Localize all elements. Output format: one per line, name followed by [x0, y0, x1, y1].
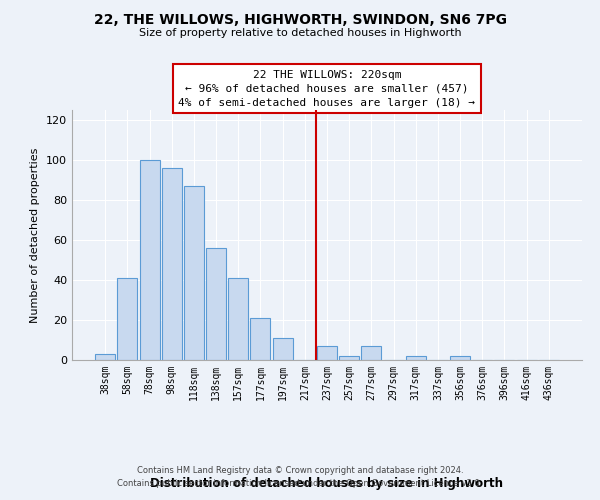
Text: Contains HM Land Registry data © Crown copyright and database right 2024.
Contai: Contains HM Land Registry data © Crown c… [118, 466, 482, 487]
Text: 22, THE WILLOWS, HIGHWORTH, SWINDON, SN6 7PG: 22, THE WILLOWS, HIGHWORTH, SWINDON, SN6… [94, 12, 506, 26]
Bar [95, 354, 115, 360]
Bar [406, 356, 426, 360]
Bar [361, 346, 382, 360]
Bar [272, 338, 293, 360]
Bar [206, 248, 226, 360]
Bar [450, 356, 470, 360]
Bar [228, 278, 248, 360]
Text: Size of property relative to detached houses in Highworth: Size of property relative to detached ho… [139, 28, 461, 38]
Bar [162, 168, 182, 360]
Text: 22 THE WILLOWS: 220sqm
← 96% of detached houses are smaller (457)
4% of semi-det: 22 THE WILLOWS: 220sqm ← 96% of detached… [179, 70, 476, 108]
Bar [339, 356, 359, 360]
Bar [140, 160, 160, 360]
Bar [184, 186, 204, 360]
X-axis label: Distribution of detached houses by size in Highworth: Distribution of detached houses by size … [151, 476, 503, 490]
Bar [250, 318, 271, 360]
Bar [118, 278, 137, 360]
Y-axis label: Number of detached properties: Number of detached properties [31, 148, 40, 322]
Bar [317, 346, 337, 360]
